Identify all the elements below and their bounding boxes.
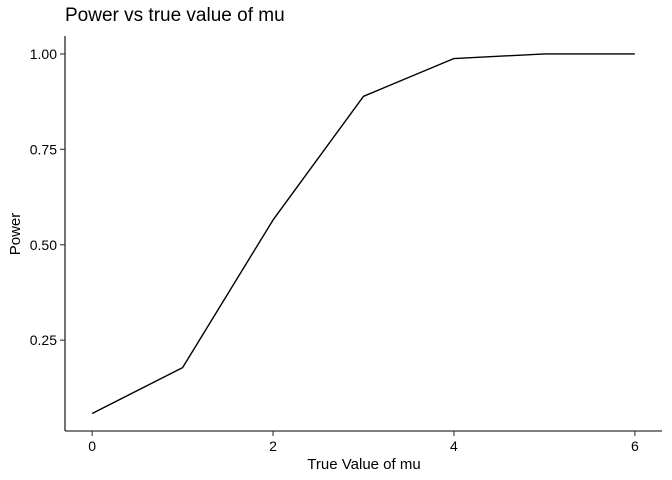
x-axis-title: True Value of mu — [307, 456, 420, 473]
chart-title: Power vs true value of mu — [65, 5, 285, 26]
y-tick-label: 1.00 — [30, 46, 57, 62]
x-axis-ticks: 0 2 4 6 — [88, 431, 639, 454]
y-tick-label: 0.50 — [30, 237, 57, 253]
y-tick-label: 0.75 — [30, 141, 57, 157]
x-tick-label: 0 — [88, 438, 96, 454]
y-tick-label: 0.25 — [30, 332, 57, 348]
x-tick-label: 4 — [450, 438, 458, 454]
x-tick-label: 6 — [631, 438, 639, 454]
series-line — [91, 53, 635, 415]
y-axis-ticks: 0.25 0.50 0.75 1.00 — [30, 46, 65, 348]
x-tick-label: 2 — [269, 438, 277, 454]
plot-area — [91, 53, 635, 415]
y-axis-title: Power — [7, 213, 24, 256]
